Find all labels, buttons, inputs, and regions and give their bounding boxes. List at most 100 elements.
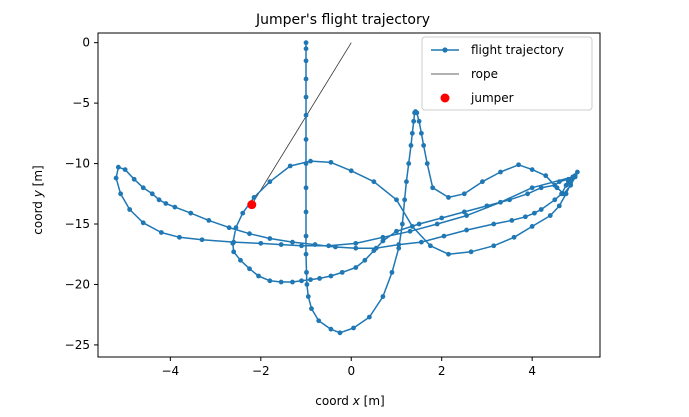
rope-line <box>251 42 352 205</box>
trajectory-point <box>572 173 578 179</box>
trajectory-point <box>290 279 295 285</box>
axes-frame <box>97 32 601 358</box>
legend-label-jumper: jumper <box>470 91 514 105</box>
trajectory-point <box>468 249 474 255</box>
trajectory-point <box>538 185 544 191</box>
trajectory-point <box>140 185 146 191</box>
trajectory-point <box>563 182 569 188</box>
trajectory-point <box>339 269 345 275</box>
trajectory-point <box>118 191 124 197</box>
trajectory-point <box>308 277 313 283</box>
legend-label-flight-trajectory: flight trajectory <box>471 43 564 57</box>
trajectory-point <box>408 143 414 148</box>
trajectory-point <box>461 191 467 197</box>
trajectory-point <box>131 176 137 182</box>
y-tick-label: −15 <box>65 217 90 231</box>
trajectory-point <box>287 163 293 169</box>
x-axis-label-var: x <box>352 394 361 408</box>
trajectory-point <box>233 225 239 231</box>
rope-layer <box>251 42 352 205</box>
trajectory-point <box>404 179 409 185</box>
trajectory-point <box>230 240 236 246</box>
trajectory-point <box>509 217 515 223</box>
trajectory-point <box>328 159 334 165</box>
trajectory-point <box>491 243 497 249</box>
plot-area: −4 −2 0 2 40−5−10−15−20−25 <box>65 32 601 378</box>
trajectory-point <box>267 236 273 241</box>
trajectory-point <box>149 191 155 197</box>
trajectory-point <box>326 243 332 249</box>
trajectory-point <box>240 210 246 216</box>
trajectory-point <box>333 244 338 250</box>
trajectory-point <box>380 234 386 240</box>
trajectory-point <box>406 161 412 166</box>
trajectory-markers <box>113 40 580 336</box>
trajectory-point <box>389 269 395 275</box>
trajectory-point <box>304 282 310 287</box>
trajectory-point <box>380 294 386 299</box>
trajectory-point <box>421 143 427 148</box>
trajectory-point <box>303 251 309 257</box>
y-tick-label: −25 <box>65 338 90 352</box>
trajectory-point <box>303 233 309 239</box>
trajectory-point <box>529 185 535 191</box>
trajectory-point <box>484 203 490 209</box>
trajectory-point <box>416 221 422 227</box>
trajectory-point <box>556 203 562 209</box>
x-tick-label: −2 <box>252 364 270 378</box>
trajectory-point <box>418 239 424 245</box>
legend-item-rope: rope <box>431 67 498 81</box>
trajectory-point <box>464 213 469 218</box>
trajectory-point <box>565 176 571 182</box>
trajectory-point <box>543 173 549 179</box>
trajectory-point <box>199 237 205 243</box>
trajectory-point <box>371 179 377 185</box>
trajectory-point <box>231 249 237 255</box>
trajectory-point <box>525 191 531 197</box>
trajectory-point <box>316 318 322 324</box>
trajectory-point <box>127 207 133 212</box>
axis-ticks: −4 −2 0 2 40−5−10−15−20−25 <box>65 36 536 378</box>
trajectory-point <box>299 243 304 249</box>
y-axis-label: coord y [m] <box>31 165 45 234</box>
x-tick-label: 2 <box>438 364 446 378</box>
trajectory-point <box>247 231 252 237</box>
trajectory-point <box>416 118 422 124</box>
trajectory-point <box>238 257 243 263</box>
trajectory-point <box>256 273 261 279</box>
trajectory-point <box>353 240 359 246</box>
trajectory-point <box>305 294 311 299</box>
trajectory-point <box>303 58 309 64</box>
trajectory-point <box>424 161 430 166</box>
y-axis-label-suffix: [m] <box>31 165 45 190</box>
trajectory-point <box>156 197 162 203</box>
trajectory-point <box>303 94 309 100</box>
trajectory-point <box>396 245 402 251</box>
trajectory-point <box>226 225 232 231</box>
jumper-point <box>247 200 257 210</box>
trajectory-point <box>258 240 264 246</box>
trajectory-point <box>304 269 309 275</box>
trajectory-point <box>172 204 178 210</box>
trajectory-point <box>337 330 343 336</box>
trajectory-point <box>163 201 169 206</box>
trajectory-point <box>402 197 408 203</box>
trajectory-point <box>430 185 436 191</box>
x-axis-label-prefix: coord <box>315 394 352 408</box>
trajectory-point <box>353 245 359 251</box>
trajectory-point <box>122 167 128 173</box>
trajectory-point <box>529 167 535 173</box>
x-tick-label: −4 <box>162 364 180 378</box>
legend-marker-flight-trajectory <box>442 47 448 53</box>
trajectory-point <box>348 168 354 174</box>
trajectory-point <box>351 325 356 331</box>
trajectory-point <box>529 224 535 229</box>
trajectory-point <box>140 220 146 226</box>
trajectory-point <box>399 221 405 227</box>
trajectory-point <box>409 224 415 229</box>
trajectory-point <box>547 213 553 218</box>
trajectory-point <box>299 278 304 284</box>
trajectory-point <box>278 242 284 247</box>
trajectory-point <box>532 210 537 216</box>
